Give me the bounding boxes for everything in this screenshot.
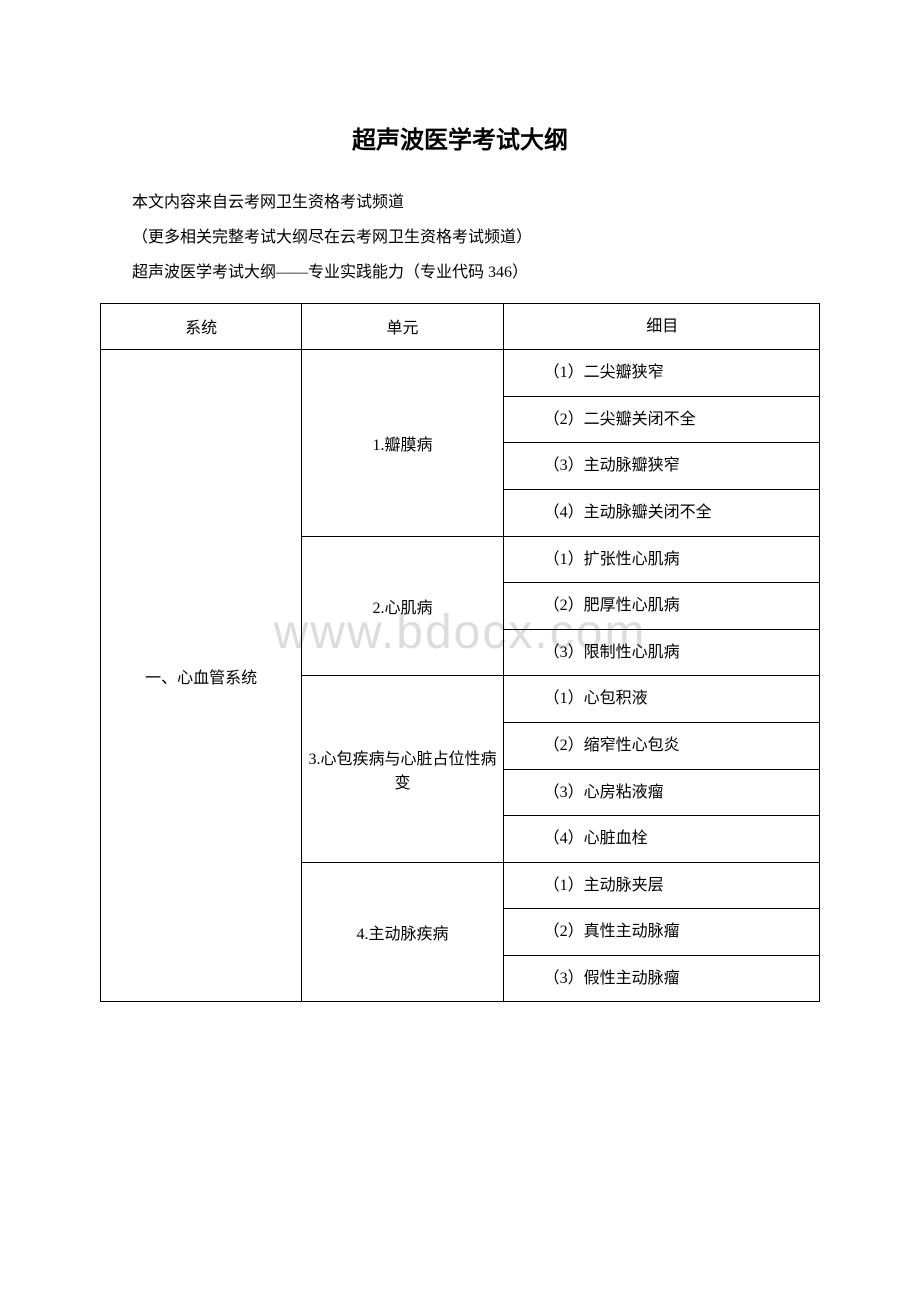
detail-cell: （3）主动脉瓣狭窄 <box>503 443 819 490</box>
content-layer: 超声波医学考试大纲 本文内容来自云考网卫生资格考试频道 （更多相关完整考试大纲尽… <box>100 120 820 1002</box>
syllabus-table: 系统 单元 细目 一、心血管系统 1.瓣膜病 （1）二尖瓣狭窄 （2）二尖瓣关闭… <box>100 303 820 1003</box>
intro-line-1: 本文内容来自云考网卫生资格考试频道 <box>100 185 820 220</box>
table-body: 一、心血管系统 1.瓣膜病 （1）二尖瓣狭窄 （2）二尖瓣关闭不全 （3）主动脉… <box>101 350 820 1002</box>
detail-cell: （2）二尖瓣关闭不全 <box>503 396 819 443</box>
table-header-row: 系统 单元 细目 <box>101 303 820 350</box>
page-title: 超声波医学考试大纲 <box>100 120 820 155</box>
detail-cell: （2）真性主动脉瘤 <box>503 909 819 956</box>
intro-line-2: （更多相关完整考试大纲尽在云考网卫生资格考试频道） <box>100 220 820 255</box>
unit-cell: 4.主动脉疾病 <box>302 862 503 1002</box>
unit-cell: 1.瓣膜病 <box>302 350 503 536</box>
unit-cell: 2.心肌病 <box>302 536 503 676</box>
header-system: 系统 <box>101 303 302 350</box>
detail-cell: （3）假性主动脉瘤 <box>503 955 819 1002</box>
detail-cell: （1）心包积液 <box>503 676 819 723</box>
detail-cell: （1）扩张性心肌病 <box>503 536 819 583</box>
intro-block: 本文内容来自云考网卫生资格考试频道 （更多相关完整考试大纲尽在云考网卫生资格考试… <box>100 185 820 291</box>
header-unit: 单元 <box>302 303 503 350</box>
header-detail: 细目 <box>503 303 819 350</box>
detail-cell: （1）二尖瓣狭窄 <box>503 350 819 397</box>
detail-cell: （3）心房粘液瘤 <box>503 769 819 816</box>
detail-cell: （2）肥厚性心肌病 <box>503 583 819 630</box>
table-row: 一、心血管系统 1.瓣膜病 （1）二尖瓣狭窄 <box>101 350 820 397</box>
intro-line-3: 超声波医学考试大纲——专业实践能力（专业代码 346） <box>100 255 820 290</box>
detail-cell: （4）心脏血栓 <box>503 816 819 863</box>
detail-cell: （4）主动脉瓣关闭不全 <box>503 489 819 536</box>
detail-cell: （3）限制性心肌病 <box>503 629 819 676</box>
unit-cell: 3.心包疾病与心脏占位性病变 <box>302 676 503 862</box>
detail-cell: （1）主动脉夹层 <box>503 862 819 909</box>
detail-cell: （2）缩窄性心包炎 <box>503 722 819 769</box>
system-cell: 一、心血管系统 <box>101 350 302 1002</box>
